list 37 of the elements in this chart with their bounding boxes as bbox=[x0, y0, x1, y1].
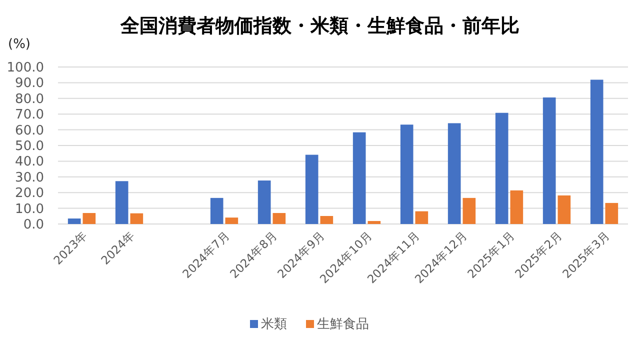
bar bbox=[368, 221, 381, 224]
bar bbox=[352, 132, 366, 224]
y-tick-label: 30.0 bbox=[15, 170, 44, 186]
bar bbox=[305, 154, 318, 224]
chart-title: 全国消費者物価指数・米類・生鮮食品・前年比 bbox=[120, 15, 520, 37]
bar bbox=[225, 218, 238, 224]
bar bbox=[462, 198, 476, 224]
y-axis-title: (%) bbox=[8, 37, 30, 52]
bar bbox=[320, 216, 334, 224]
bar bbox=[400, 124, 414, 224]
bar bbox=[448, 123, 461, 224]
bar bbox=[210, 198, 224, 224]
legend-label: 米類 bbox=[261, 317, 287, 332]
bar bbox=[115, 181, 128, 224]
y-tick-label: 10.0 bbox=[15, 202, 44, 217]
bar bbox=[272, 213, 286, 224]
bar bbox=[558, 195, 571, 224]
bar bbox=[82, 213, 96, 224]
bar bbox=[510, 190, 524, 224]
y-tick-label: 100.0 bbox=[6, 60, 44, 76]
y-tick-label: 40.0 bbox=[15, 154, 44, 170]
y-tick-label: 20.0 bbox=[15, 186, 44, 202]
y-tick-label: 80.0 bbox=[15, 92, 44, 107]
y-tick-label: 70.0 bbox=[15, 108, 44, 123]
y-tick-label: 50.0 bbox=[15, 139, 44, 154]
bar bbox=[68, 218, 81, 224]
bar bbox=[495, 112, 508, 224]
legend-label: 生鮮食品 bbox=[317, 317, 369, 332]
y-tick-label: 0.0 bbox=[23, 218, 44, 232]
bar bbox=[258, 180, 271, 224]
bar bbox=[130, 213, 144, 224]
bar bbox=[542, 97, 556, 224]
bar bbox=[590, 80, 604, 224]
bar bbox=[605, 202, 618, 224]
y-tick-label: 90.0 bbox=[15, 76, 44, 92]
bar bbox=[415, 211, 428, 224]
y-tick-label: 60.0 bbox=[15, 123, 44, 138]
